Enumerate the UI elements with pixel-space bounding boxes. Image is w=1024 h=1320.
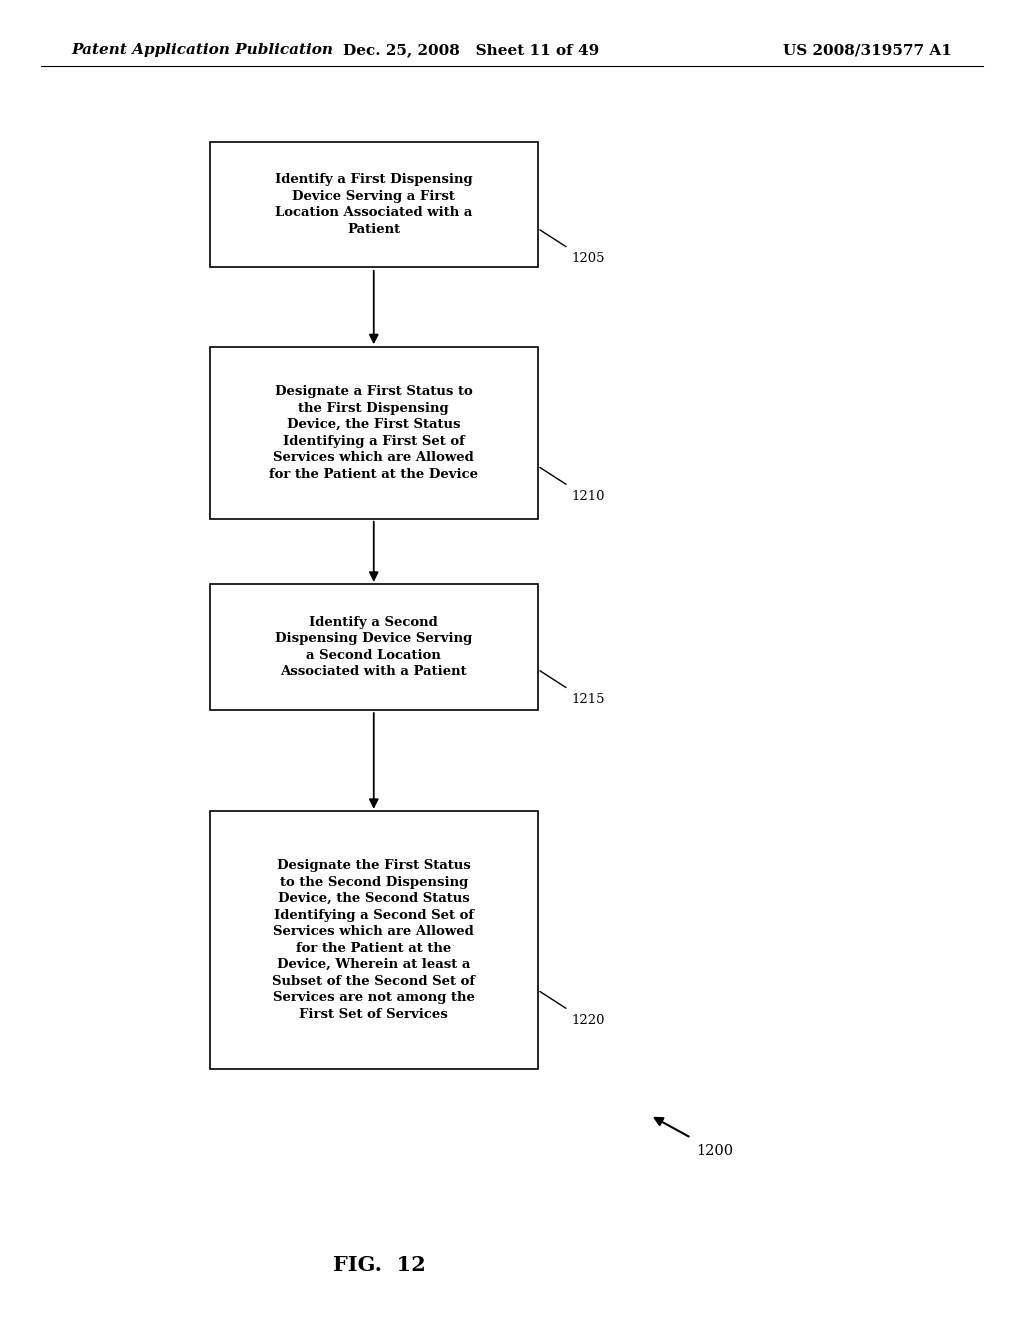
Text: 1220: 1220 — [571, 1014, 605, 1027]
Text: Patent Application Publication: Patent Application Publication — [72, 44, 334, 57]
Text: 1200: 1200 — [696, 1144, 733, 1159]
Text: Dec. 25, 2008   Sheet 11 of 49: Dec. 25, 2008 Sheet 11 of 49 — [343, 44, 599, 57]
Bar — [210, 583, 538, 710]
Text: 1205: 1205 — [571, 252, 605, 265]
Bar — [210, 810, 538, 1069]
Text: Designate a First Status to
the First Dispensing
Device, the First Status
Identi: Designate a First Status to the First Di… — [269, 385, 478, 480]
Text: Identify a Second
Dispensing Device Serving
a Second Location
Associated with a : Identify a Second Dispensing Device Serv… — [275, 615, 472, 678]
Text: 1210: 1210 — [571, 490, 605, 503]
Text: Designate the First Status
to the Second Dispensing
Device, the Second Status
Id: Designate the First Status to the Second… — [272, 859, 475, 1020]
Bar — [210, 143, 538, 267]
Text: 1215: 1215 — [571, 693, 605, 706]
Bar — [210, 347, 538, 519]
Text: FIG.  12: FIG. 12 — [333, 1254, 425, 1275]
Text: Identify a First Dispensing
Device Serving a First
Location Associated with a
Pa: Identify a First Dispensing Device Servi… — [275, 173, 472, 236]
Text: US 2008/319577 A1: US 2008/319577 A1 — [783, 44, 952, 57]
